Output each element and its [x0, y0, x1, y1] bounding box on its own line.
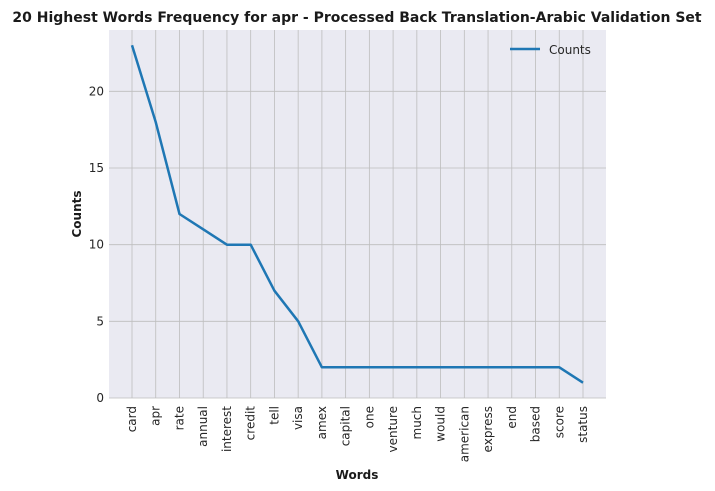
x-tick-label: rate [172, 406, 186, 430]
x-tick-label: one [362, 406, 376, 428]
x-tick-label: card [125, 406, 139, 432]
x-axis-ticks: card apr rate annual interest credit tell visa a… [125, 406, 590, 463]
plot-area [109, 30, 606, 398]
x-tick-label: apr [149, 406, 163, 426]
gridlines [109, 30, 606, 399]
y-axis-ticks: 0 5 10 15 20 [89, 84, 104, 405]
x-tick-label: visa [291, 406, 305, 430]
x-tick-label: annual [196, 406, 210, 447]
x-tick-label: tell [267, 406, 281, 425]
x-tick-label: would [434, 406, 448, 442]
x-tick-label: end [505, 406, 519, 429]
x-tick-label: amex [315, 406, 329, 439]
x-tick-label: much [410, 406, 424, 440]
chart-title: 20 Highest Words Frequency for apr - Pro… [12, 10, 702, 26]
x-tick-label: credit [244, 406, 258, 441]
x-tick-label: interest [220, 406, 234, 452]
y-tick-label: 10 [89, 238, 104, 252]
y-axis-label: Counts [70, 190, 84, 237]
y-tick-label: 15 [89, 161, 104, 175]
legend: Counts [510, 43, 591, 57]
x-tick-label: score [552, 406, 566, 438]
x-tick-label: express [481, 406, 495, 452]
y-tick-label: 20 [89, 84, 104, 98]
x-tick-label: status [576, 406, 590, 443]
x-tick-label: american [457, 406, 471, 462]
y-tick-label: 0 [96, 391, 104, 405]
x-tick-label: based [529, 406, 543, 442]
x-axis-label: Words [336, 468, 379, 482]
y-tick-label: 5 [96, 314, 104, 328]
series-group [130, 44, 584, 384]
x-tick-label: capital [339, 406, 353, 446]
x-tick-label: venture [386, 406, 400, 452]
series-line-counts [130, 44, 584, 384]
legend-label-counts: Counts [549, 43, 591, 57]
